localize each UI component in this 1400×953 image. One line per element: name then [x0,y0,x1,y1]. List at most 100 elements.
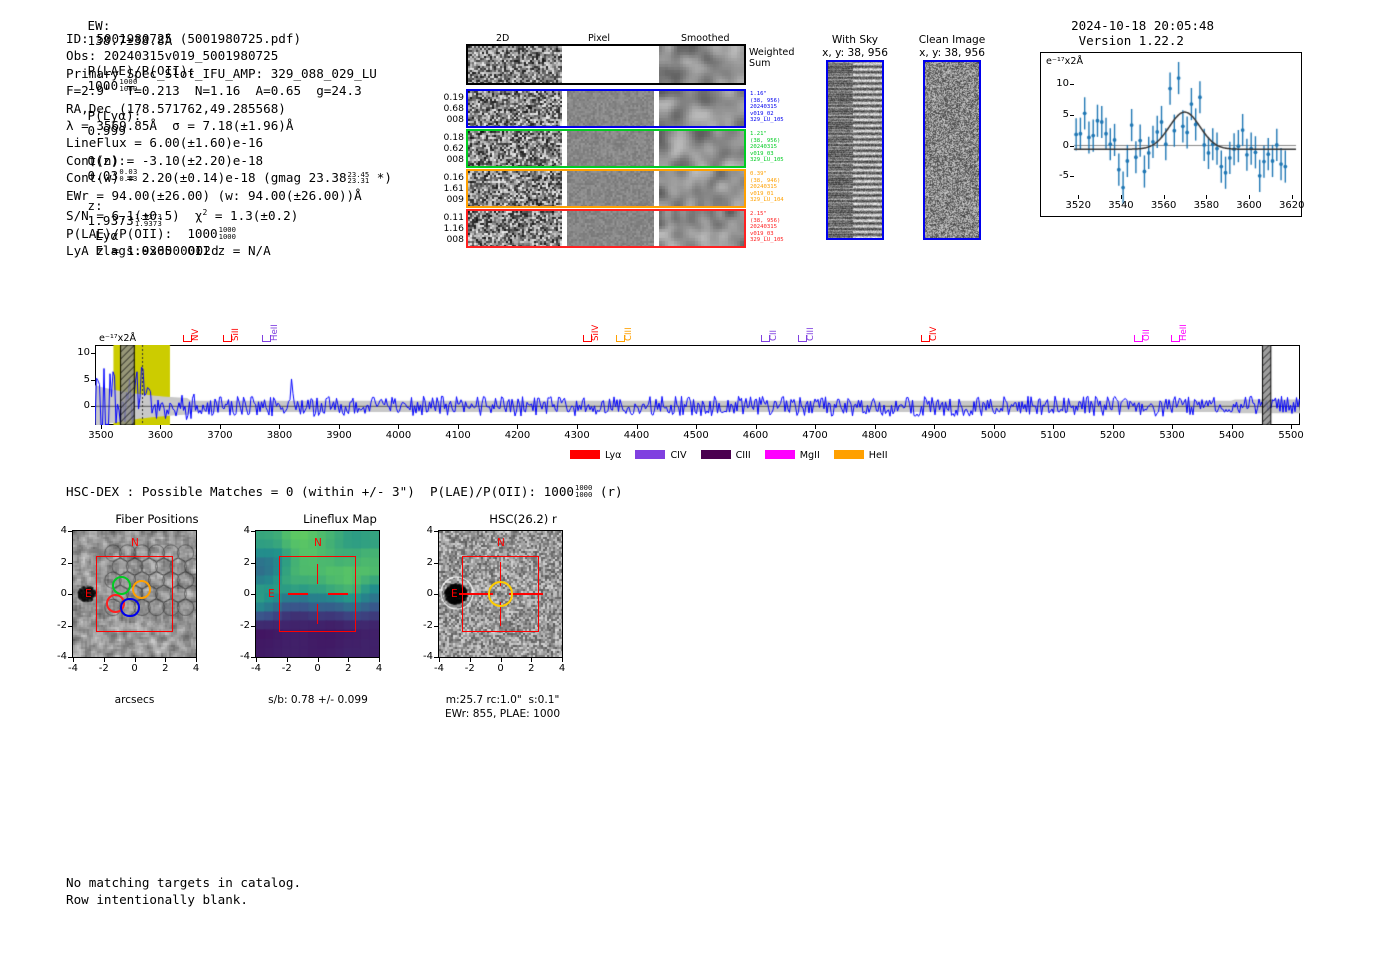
y-tick [91,353,95,354]
emission-line-label: CIII [623,327,634,341]
col-title-smoothed: Smoothed [681,33,730,44]
x-tick [1291,425,1293,429]
compass-north: N [497,537,505,549]
x-tick [1163,195,1165,199]
x-tick [160,425,162,429]
info-lambda: λ = 3569.85Å σ = 7.18(±1.96)Å [66,118,294,134]
x-tick-label: 3600 [147,430,174,441]
hsc-dex-summary: HSC-DEX : Possible Matches = 0 (within +… [66,483,623,500]
info-lineflux: LineFlux = 6.00(±1.60)e-16 [66,135,264,151]
y-tick-label: -2 [57,619,67,631]
x-tick-label: -4 [68,663,78,674]
emission-line-bracket [183,335,193,342]
emission-line-bracket [615,335,625,342]
x-tick-label: 4 [558,663,566,674]
legend-label: HeII [868,450,888,461]
y-tick [434,531,438,532]
x-tick [73,658,74,662]
y-tick-label: 2 [243,556,250,568]
x-tick-label: 2 [162,663,169,674]
x-tick [103,658,105,662]
y-tick-label: 10 [1056,77,1069,89]
y-tick [1070,145,1074,147]
x-tick [279,425,281,429]
x-tick-label: 3600 [1236,200,1262,211]
emission-line-label: CIII [805,327,816,341]
emission-line-label: SiII [231,328,242,341]
x-tick-label: -2 [281,663,292,674]
emission-line-bracket [921,335,931,342]
emission-line-label: HeII [1179,324,1190,341]
panel-caption-mag: m:25.7 rc:1.0" s:0.1" [445,694,560,706]
legend-label: MgII [799,450,820,461]
y-tick [434,625,438,627]
fiber-smoothed-image [659,171,744,206]
y-tick-label: 0 [426,588,433,599]
x-tick-label: 3560 [1150,200,1177,211]
timestamp: 2024-10-18 20:05:48 [1071,18,1215,33]
fiber-row-identifier: 0.39" (38, 946) 20240315 v019_01 329_LU_… [750,171,784,204]
x-tick-label: -2 [464,663,475,674]
weighted-sum-label: Weighted Sum [749,47,795,69]
x-tick [134,658,136,662]
info-plae-range: 1000 1000 [218,224,236,241]
y-tick-label: 10 [77,347,90,358]
ifu-footprint-box [96,555,173,633]
flags-value: Flags:0x0000002d [95,243,219,258]
x-tick [531,658,533,662]
z-line-name: Lyα [95,228,119,243]
x-tick-label: 2 [345,663,352,674]
info-obs: Obs: 20240315v019_5001980725 [66,48,279,64]
info-plae: P(LAE)/P(OII): 10001000 1000 [66,224,236,241]
x-tick-label: 3620 [1278,200,1305,211]
fiber-row-metrics: 0.16 1.61 009 [443,172,464,206]
x-tick-label: 3500 [88,430,114,441]
x-tick-label: 4500 [683,430,709,441]
compass-north: N [131,537,139,549]
x-tick-label: 4700 [802,430,828,441]
photometry-aperture-circle [487,581,514,607]
info-primary-spec: Primary Spec_Slot_IFU_AMP: 329_088_029_L… [66,65,377,81]
x-tick-label: 4 [192,663,200,674]
y-tick [68,531,72,532]
fiber-pixelflat-image [566,131,655,166]
compass-north: N [314,537,322,549]
panel-caption-sb: s/b: 0.78 +/- 0.099 [268,694,368,706]
y-tick [1070,176,1074,178]
y-tick-label: -4 [423,651,433,662]
x-tick-label: 5400 [1218,430,1245,441]
x-tick [469,658,471,662]
x-tick [815,425,817,429]
fiber-aperture-circle [131,579,152,600]
y-tick [1070,114,1074,116]
x-tick [755,425,757,429]
fiber-row-identifier: 1.21" (38, 956) 20240315 v019_03 329_LU_… [750,131,784,164]
line-profile-canvas [1040,52,1302,217]
x-tick-label: 5200 [1099,430,1126,441]
fiber-row-panel [466,129,746,168]
fiber-smoothed-image [659,91,744,126]
ws-2dspec-image [468,46,562,83]
x-tick [562,658,563,662]
info-ewr: EWr = 94.00(±26.00) (w: 94.00(±26.00))Å [66,187,362,203]
y-tick-label: 0 [1062,139,1069,151]
x-tick-label: 4300 [564,430,590,441]
fiber-row-metrics: 0.18 0.62 008 [443,132,464,166]
x-tick-label: 3700 [207,430,233,441]
fiber-row-metrics: 0.11 1.16 008 [443,212,464,246]
legend-item: MgII [764,450,820,461]
emission-line-label: HeII [270,324,281,341]
x-tick-label: 3580 [1193,200,1220,211]
legend-label: Lyα [605,450,622,461]
x-tick [286,658,288,662]
x-tick [1291,195,1293,199]
clean-image-subtitle: x, y: 38, 956 [919,47,985,59]
y-tick-label: 0 [243,588,250,599]
panel-xlabel-arcsecs: arcsecs [114,694,155,706]
x-tick [1112,425,1114,429]
x-tick-label: 2 [528,663,535,674]
fiber-row-panel [466,209,746,248]
fiber-2dspec-image [468,91,562,126]
ifu-footprint-box [279,555,356,633]
